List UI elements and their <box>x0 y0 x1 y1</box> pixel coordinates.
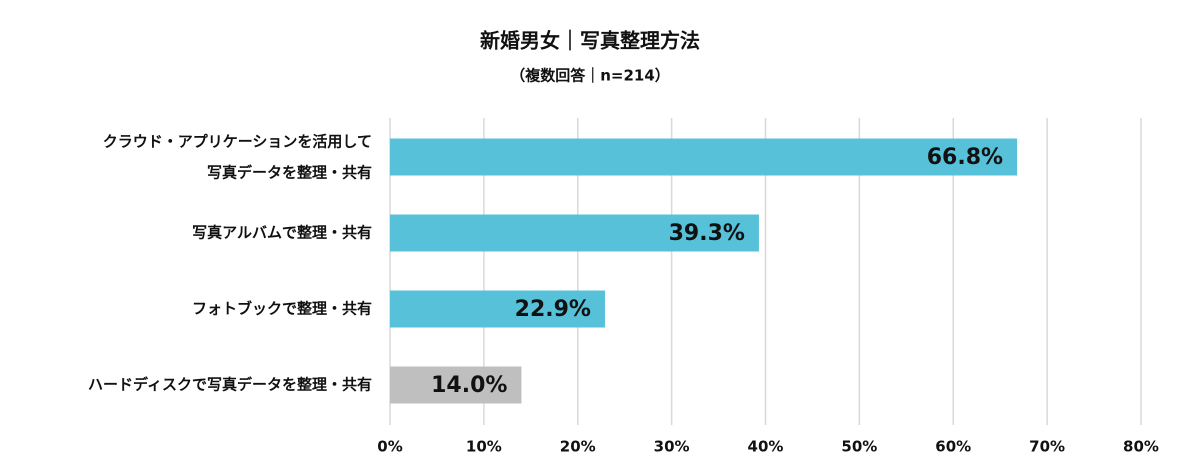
x-tick-label: 20% <box>560 438 596 456</box>
value-label: 66.8% <box>927 145 1003 170</box>
bar <box>390 290 605 328</box>
category-label: 写真アルバムで整理・共有 <box>192 224 372 242</box>
category-label: フォトブックで整理・共有 <box>192 300 372 318</box>
value-label: 22.9% <box>515 297 591 322</box>
value-label: 39.3% <box>669 221 745 246</box>
x-tick-label: 10% <box>466 438 502 456</box>
x-tick-label: 60% <box>935 438 971 456</box>
chart-subtitle: （複数回答｜n=214） <box>510 67 670 85</box>
bar <box>390 366 522 404</box>
bar <box>390 214 759 252</box>
x-tick-label: 30% <box>654 438 690 456</box>
chart-title: 新婚男女｜写真整理方法 <box>480 29 700 53</box>
bar <box>390 138 1018 176</box>
x-tick-label: 40% <box>748 438 784 456</box>
x-tick-label: 80% <box>1123 438 1159 456</box>
x-tick-label: 70% <box>1029 438 1065 456</box>
category-label: ハードディスクで写真データを整理・共有 <box>88 376 372 394</box>
value-label: 14.0% <box>431 373 507 398</box>
x-tick-label: 0% <box>377 438 402 456</box>
category-label: クラウド・アプリケーションを活用して写真データを整理・共有 <box>103 132 372 181</box>
x-tick-label: 50% <box>841 438 877 456</box>
